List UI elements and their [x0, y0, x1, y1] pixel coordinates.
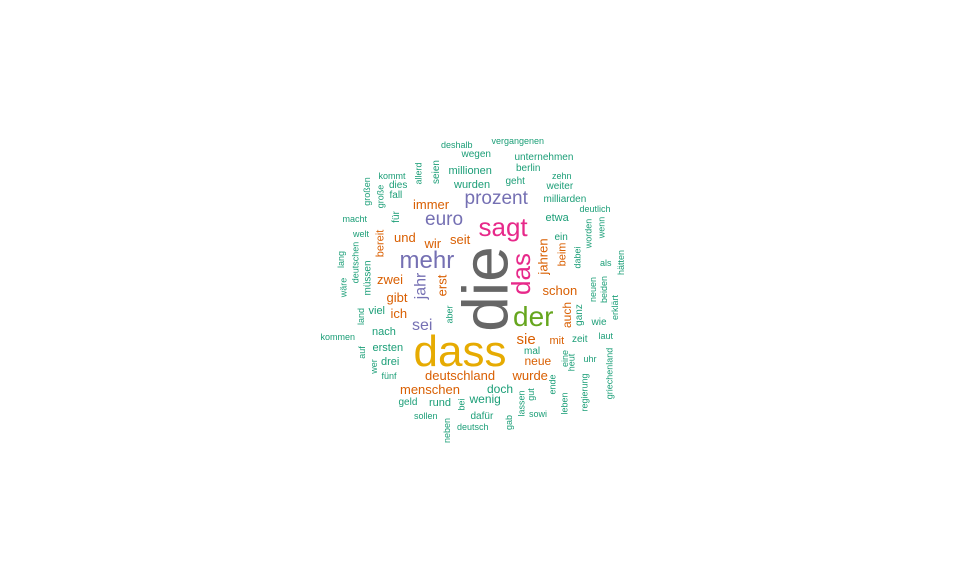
word-griechenland: griechenland — [604, 347, 615, 399]
word-geht: geht — [505, 176, 525, 187]
word-allerd: allerd — [413, 161, 424, 185]
word-dafür: dafür — [470, 411, 494, 422]
word-sie: sie — [516, 330, 536, 348]
word-und: und — [394, 229, 416, 245]
word-wer: wer — [368, 358, 379, 374]
word-auch: auch — [560, 301, 575, 329]
word-deshalb: deshalb — [441, 139, 473, 150]
word-für: für — [390, 211, 402, 223]
word-leben: leben — [559, 391, 570, 415]
word-kommen: kommen — [320, 331, 356, 342]
word-wegen: wegen — [461, 149, 491, 160]
word-deutschland: deutschland — [425, 367, 496, 383]
word-rund: rund — [429, 396, 452, 409]
word-beim: beim — [556, 242, 569, 266]
word-schon: schon — [542, 282, 578, 298]
word-drei: drei — [381, 355, 400, 368]
word-wäre: wäre — [338, 277, 349, 297]
word-welt: welt — [353, 228, 370, 239]
word-neuen: neuen — [587, 276, 598, 302]
word-millionen: millionen — [448, 164, 492, 177]
word-zeit: zeit — [572, 334, 588, 345]
word-berlin: berlin — [516, 163, 541, 174]
word-zehn: zehn — [552, 170, 572, 181]
word-dass: dass — [413, 327, 507, 376]
word-sagt: sagt — [478, 212, 528, 242]
word-erklärt: erklärt — [609, 294, 620, 320]
word-wurden: wurden — [454, 178, 491, 191]
word-jahr: jahr — [411, 272, 429, 300]
word-lassen: lassen — [516, 389, 527, 417]
word-müssen: müssen — [362, 260, 374, 296]
word-doch: doch — [487, 382, 514, 396]
word-jahren: jahren — [535, 237, 551, 275]
word-ende: ende — [547, 373, 558, 395]
word-prozent: prozent — [464, 187, 528, 209]
word-nach: nach — [372, 325, 396, 338]
word-laut: laut — [598, 330, 614, 341]
word-gab: gab — [503, 414, 514, 430]
word-deutlich: deutlich — [579, 203, 611, 214]
word-regierung: regierung — [579, 372, 590, 412]
word-deutsch: deutsch — [457, 421, 489, 432]
word-der: der — [513, 301, 554, 332]
word-heut: heut — [566, 353, 577, 371]
word-ich: ich — [390, 305, 408, 321]
word-beiden: beiden — [598, 275, 609, 303]
word-aber: aber — [444, 304, 455, 324]
word-wie: wie — [591, 317, 607, 328]
word-großen: großen — [361, 176, 372, 206]
word-ersten: ersten — [372, 341, 404, 354]
word-land: land — [355, 307, 366, 325]
word-zwei: zwei — [377, 271, 404, 287]
word-uhr: uhr — [583, 353, 597, 364]
word-als: als — [600, 257, 612, 268]
word-seit: seit — [450, 231, 471, 247]
word-fünf: fünf — [381, 370, 397, 381]
word-wenig: wenig — [469, 392, 501, 406]
word-milliarden: milliarden — [543, 194, 587, 205]
word-dies: dies — [389, 180, 408, 191]
word-sei: sei — [412, 317, 433, 334]
word-viel: viel — [368, 304, 386, 317]
word-große: große — [375, 184, 386, 208]
word-gibt: gibt — [386, 289, 408, 305]
word-menschen: menschen — [400, 381, 460, 397]
word-sollen: sollen — [414, 410, 438, 421]
word-mit: mit — [549, 334, 565, 347]
word-lang: lang — [335, 250, 346, 268]
word-dabei: dabei — [572, 245, 583, 269]
word-sowi: sowi — [529, 408, 548, 419]
word-weiter: weiter — [546, 181, 574, 192]
word-das: das — [505, 253, 536, 295]
word-hätten: hätten — [615, 249, 626, 275]
word-wir: wir — [424, 235, 442, 251]
word-deutschen: deutschen — [350, 241, 361, 283]
word-etwa: etwa — [545, 211, 569, 224]
word-vergangenen: vergangenen — [491, 135, 545, 146]
word-ganz: ganz — [573, 304, 585, 326]
word-geld: geld — [398, 397, 418, 408]
word-worden: worden — [583, 218, 594, 248]
word-seien: seien — [430, 160, 442, 184]
word-kommt: kommt — [378, 170, 406, 181]
word-fall: fall — [389, 190, 403, 201]
word-bei: bei — [456, 397, 467, 411]
word-euro: euro — [425, 208, 464, 230]
word-neben: neben — [441, 417, 452, 443]
word-mehr: mehr — [399, 247, 455, 274]
word-unternehmen: unternehmen — [514, 152, 574, 163]
word-auf: auf — [356, 345, 367, 359]
word-neue: neue — [524, 354, 552, 368]
word-erst: erst — [434, 274, 450, 296]
word-mal: mal — [524, 346, 541, 357]
word-immer: immer — [413, 196, 450, 212]
word-ein: ein — [554, 232, 568, 243]
word-wurde: wurde — [512, 367, 548, 383]
word-bereit: bereit — [374, 229, 387, 257]
word-wenn: wenn — [596, 216, 607, 238]
word-gut: gut — [525, 387, 536, 401]
word-macht: macht — [342, 213, 368, 224]
